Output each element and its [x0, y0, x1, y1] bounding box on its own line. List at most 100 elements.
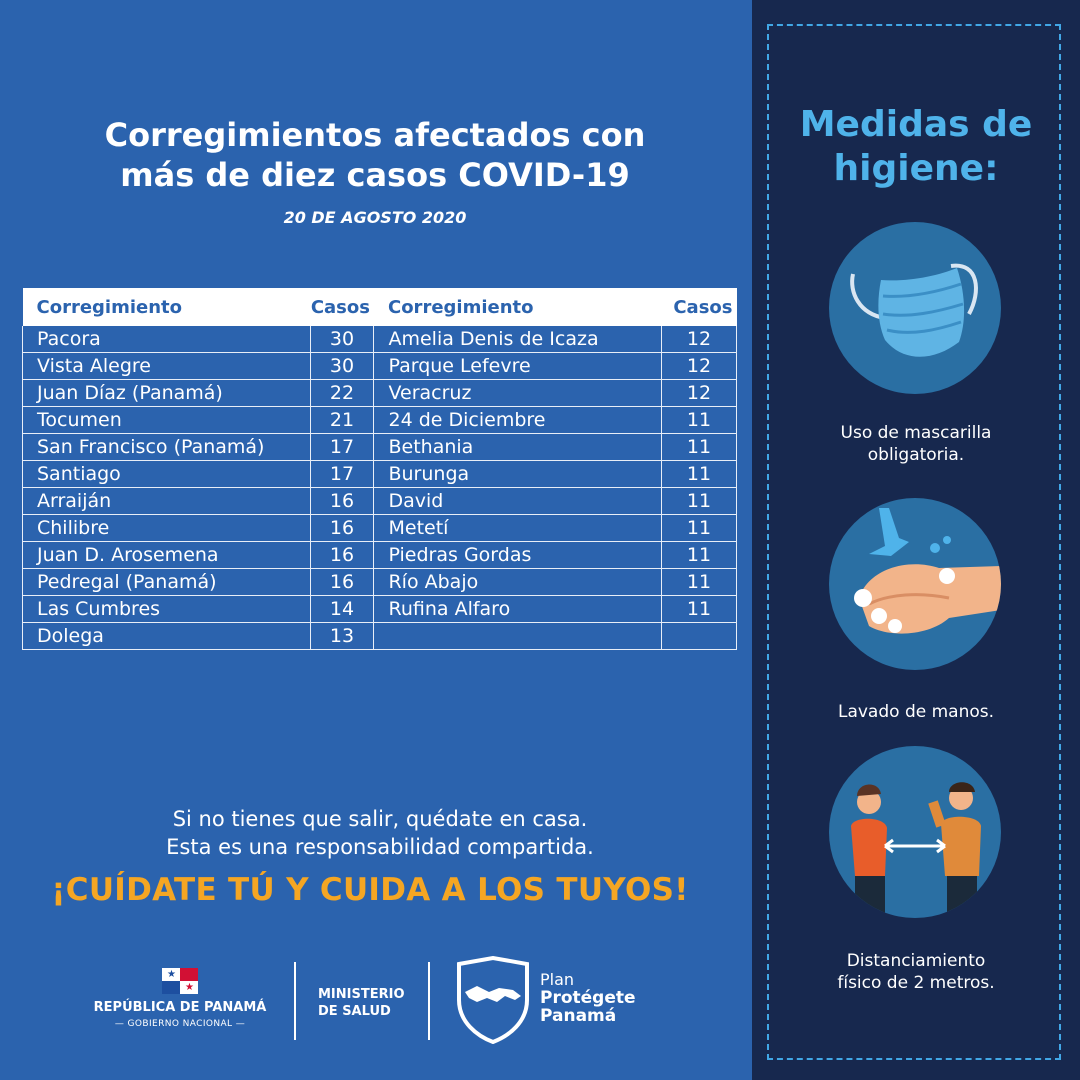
casos-cell: 14 [309, 595, 375, 623]
caption-mask-line-1: Uso de mascarilla [840, 423, 992, 443]
plan-line-2: Protégete [540, 988, 636, 1008]
corregimiento-cell: Arraiján [22, 487, 311, 515]
table-row: Dolega 13 [22, 622, 737, 650]
shield-icon [457, 956, 529, 1044]
casos-cell: 12 [661, 379, 737, 407]
panel-title: Medidas de higiene: [770, 103, 1062, 191]
ministerio-line-2: DE SALUD [318, 1004, 391, 1019]
corregimiento-cell: Santiago [22, 460, 311, 488]
corregimiento-cell: 24 de Diciembre [373, 406, 663, 434]
casos-cell [661, 622, 737, 650]
title-line-1: Corregimientos afectados con [104, 116, 646, 154]
corregimiento-cell: Dolega [22, 622, 311, 650]
logo-divider [294, 962, 296, 1040]
table-row: Santiago 17 Burunga 11 [22, 460, 737, 488]
casos-cell: 30 [309, 352, 375, 380]
gobierno-label: — GOBIERNO NACIONAL — [114, 1019, 246, 1029]
caption-distancing-line-1: Distanciamiento [846, 951, 986, 971]
corregimiento-cell: Río Abajo [373, 568, 663, 596]
corregimiento-cell: Pacora [22, 326, 311, 353]
casos-cell: 16 [309, 514, 375, 542]
casos-cell: 16 [309, 568, 375, 596]
message-line-2: Esta es una responsabilidad compartida. [166, 835, 594, 859]
corregimiento-cell: Metetí [373, 514, 663, 542]
casos-cell: 12 [661, 352, 737, 380]
corregimiento-cell: Amelia Denis de Icaza [373, 326, 663, 353]
table-row: Vista Alegre 30 Parque Lefevre 12 [22, 352, 737, 380]
casos-cell: 16 [309, 487, 375, 515]
message-line-1: Si no tienes que salir, quédate en casa. [172, 807, 588, 831]
caption-distancing: Distanciamiento físico de 2 metros. [770, 950, 1062, 994]
table-header-row: Corregimiento Casos Corregimiento Casos [22, 288, 737, 326]
corregimiento-cell: David [373, 487, 663, 515]
table-row: Pacora 30 Amelia Denis de Icaza 12 [22, 326, 737, 353]
casos-cell: 13 [309, 622, 375, 650]
casos-cell: 17 [309, 433, 375, 461]
corregimiento-cell: Juan D. Arosemena [22, 541, 311, 569]
header-casos-1: Casos [310, 288, 374, 326]
caption-distancing-line-2: físico de 2 metros. [837, 973, 995, 993]
plan-protegete-logo: Plan Protégete Panamá [540, 970, 636, 1025]
table-row: Tocumen 21 24 de Diciembre 11 [22, 406, 737, 434]
casos-cell: 11 [661, 487, 737, 515]
report-date: 20 DE AGOSTO 2020 [283, 208, 467, 227]
corregimiento-cell: Veracruz [373, 379, 663, 407]
casos-cell: 11 [661, 514, 737, 542]
corregimiento-cell: Juan Díaz (Panamá) [22, 379, 311, 407]
ministerio-line-1: MINISTERIO [318, 987, 405, 1002]
casos-cell: 22 [309, 379, 375, 407]
corregimiento-cell: Piedras Gordas [373, 541, 663, 569]
page-title: Corregimientos afectados con más de diez… [40, 115, 710, 195]
corregimiento-cell: Las Cumbres [22, 595, 311, 623]
logo-divider [428, 962, 430, 1040]
cases-table: Corregimiento Casos Corregimiento Casos … [22, 288, 737, 650]
casos-cell: 11 [661, 568, 737, 596]
casos-cell: 30 [309, 326, 375, 353]
caption-handwashing: Lavado de manos. [770, 701, 1062, 723]
casos-cell: 11 [661, 460, 737, 488]
table-row: Juan Díaz (Panamá) 22 Veracruz 12 [22, 379, 737, 407]
corregimiento-cell: San Francisco (Panamá) [22, 433, 311, 461]
corregimiento-cell: Parque Lefevre [373, 352, 663, 380]
caption-mask: Uso de mascarilla obligatoria. [770, 422, 1062, 466]
casos-cell: 11 [661, 595, 737, 623]
title-line-2: más de diez casos COVID-19 [120, 156, 630, 194]
casos-cell: 11 [661, 541, 737, 569]
slogan: ¡CUÍDATE TÚ Y CUIDA A LOS TUYOS! [51, 872, 689, 908]
casos-cell: 16 [309, 541, 375, 569]
table-row: San Francisco (Panamá) 17 Bethania 11 [22, 433, 737, 461]
gobierno-text: GOBIERNO NACIONAL [127, 1019, 233, 1029]
face-mask-icon [829, 222, 1001, 394]
corregimiento-cell [373, 622, 663, 650]
header-corregimiento-2: Corregimiento [373, 288, 662, 326]
corregimiento-cell: Chilibre [22, 514, 311, 542]
casos-cell: 12 [661, 326, 737, 353]
corregimiento-cell: Burunga [373, 460, 663, 488]
plan-line-3: Panamá [540, 1006, 617, 1026]
table-row: Chilibre 16 Metetí 11 [22, 514, 737, 542]
plan-line-1: Plan [540, 970, 575, 989]
table-row: Pedregal (Panamá) 16 Río Abajo 11 [22, 568, 737, 596]
panel-title-line-2: higiene: [833, 148, 999, 189]
panama-flag-icon: ★ ★ [162, 968, 198, 994]
header-corregimiento-1: Corregimiento [22, 288, 311, 326]
panel-title-line-1: Medidas de [799, 104, 1033, 145]
corregimiento-cell: Pedregal (Panamá) [22, 568, 311, 596]
panel-dashed-border [767, 24, 1061, 1060]
corregimiento-cell: Vista Alegre [22, 352, 311, 380]
table-row: Juan D. Arosemena 16 Piedras Gordas 11 [22, 541, 737, 569]
republic-logo: ★ ★ REPÚBLICA DE PANAMÁ — GOBIERNO NACIO… [80, 968, 280, 1029]
casos-cell: 11 [661, 406, 737, 434]
republic-name: REPÚBLICA DE PANAMÁ [93, 1000, 267, 1015]
social-distancing-icon [829, 746, 1001, 918]
corregimiento-cell: Rufina Alfaro [373, 595, 663, 623]
table-row: Arraiján 16 David 11 [22, 487, 737, 515]
caption-mask-line-2: obligatoria. [867, 445, 965, 465]
stay-home-message: Si no tienes que salir, quédate en casa.… [40, 805, 720, 861]
hand-washing-icon [829, 498, 1001, 670]
corregimiento-cell: Tocumen [22, 406, 311, 434]
casos-cell: 17 [309, 460, 375, 488]
casos-cell: 11 [661, 433, 737, 461]
caption-handwashing-line-1: Lavado de manos. [837, 702, 995, 722]
